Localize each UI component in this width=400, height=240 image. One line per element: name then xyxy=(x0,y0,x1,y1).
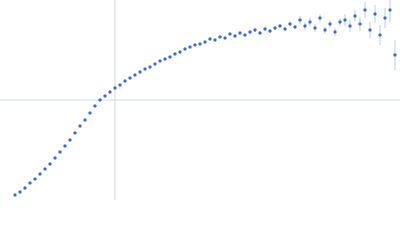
point xyxy=(333,30,337,34)
point xyxy=(13,193,17,197)
point xyxy=(298,18,302,22)
point xyxy=(133,73,137,77)
point xyxy=(83,118,87,122)
point xyxy=(38,172,42,176)
point xyxy=(183,47,187,51)
point xyxy=(273,26,277,30)
point xyxy=(43,167,47,171)
point xyxy=(343,18,347,22)
point xyxy=(193,43,197,47)
point xyxy=(53,156,57,160)
point xyxy=(303,24,307,28)
point xyxy=(103,94,107,98)
point xyxy=(393,53,397,57)
point xyxy=(233,34,237,38)
point xyxy=(98,98,102,102)
point xyxy=(348,24,352,28)
point xyxy=(263,27,267,31)
point xyxy=(93,104,97,108)
point xyxy=(188,45,192,49)
point xyxy=(18,190,22,194)
point xyxy=(228,32,232,36)
point xyxy=(338,20,342,24)
point xyxy=(33,177,37,181)
point xyxy=(108,90,112,94)
point xyxy=(118,83,122,87)
point xyxy=(313,26,317,30)
point xyxy=(373,12,377,16)
point xyxy=(238,31,242,35)
point xyxy=(323,28,327,32)
point xyxy=(208,37,212,41)
point xyxy=(153,62,157,66)
point xyxy=(143,67,147,71)
point xyxy=(73,131,77,135)
point xyxy=(223,36,227,40)
point xyxy=(58,150,62,154)
point xyxy=(68,138,72,142)
point xyxy=(178,50,182,54)
point xyxy=(63,144,67,148)
point xyxy=(378,33,382,37)
point xyxy=(213,38,217,42)
point xyxy=(243,33,247,37)
point xyxy=(388,8,392,12)
point xyxy=(318,16,322,20)
point xyxy=(368,28,372,32)
point xyxy=(138,70,142,74)
point xyxy=(123,79,127,83)
point xyxy=(308,20,312,24)
point xyxy=(293,25,297,29)
page: {"chart_data": {"type": "scatter", "xlim… xyxy=(0,0,400,200)
point xyxy=(363,8,367,12)
point xyxy=(23,186,27,190)
point xyxy=(253,28,257,32)
point xyxy=(218,35,222,39)
point xyxy=(198,42,202,46)
point xyxy=(353,14,357,18)
point xyxy=(48,162,52,166)
point xyxy=(383,16,387,20)
point xyxy=(358,22,362,26)
point xyxy=(158,59,162,63)
point xyxy=(128,76,132,80)
point xyxy=(258,31,262,35)
point xyxy=(168,55,172,59)
point xyxy=(113,86,117,90)
point xyxy=(248,30,252,34)
point xyxy=(268,29,272,33)
point xyxy=(163,57,167,61)
point xyxy=(203,40,207,44)
point xyxy=(28,181,32,185)
point xyxy=(288,22,292,26)
point xyxy=(88,111,92,115)
point xyxy=(148,65,152,69)
point xyxy=(283,27,287,31)
point xyxy=(328,22,332,26)
point xyxy=(278,24,282,28)
chart xyxy=(0,0,400,200)
point xyxy=(78,124,82,128)
point xyxy=(173,52,177,56)
